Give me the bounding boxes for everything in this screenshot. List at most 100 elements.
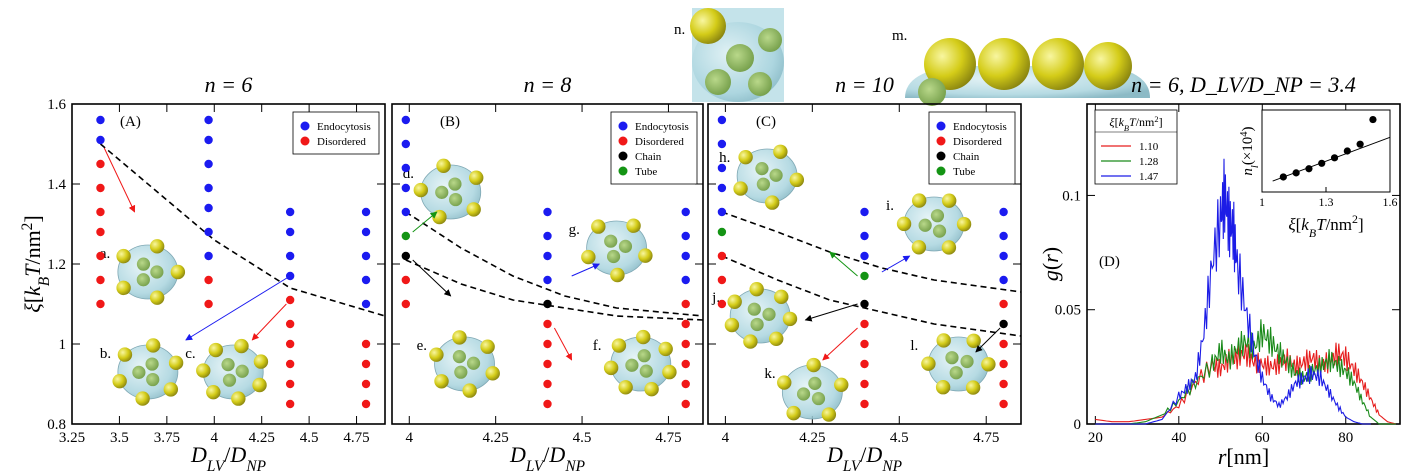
snapshot-label: h. [719, 150, 730, 166]
snapshot-arrow [881, 255, 911, 273]
snapshot-label: g. [569, 222, 580, 238]
nanoparticle-icon [610, 267, 625, 283]
data-point-endocytosis [361, 207, 371, 217]
phase-boundary [405, 211, 704, 317]
snapshot-arrow [185, 275, 291, 341]
nanoparticle-icon [469, 170, 484, 185]
data-point-endocytosis [204, 115, 213, 125]
data-point-endocytosis [543, 275, 552, 285]
inner-nanoparticle [221, 358, 235, 372]
series-line-1.47 [1095, 158, 1371, 425]
phase-boundary [99, 143, 386, 317]
data-point-endocytosis [543, 207, 552, 217]
snapshot-arrow [822, 327, 858, 361]
vesicle-snapshot: e. [417, 330, 500, 398]
legend-marker [936, 121, 946, 131]
inner-nanoparticle [625, 358, 639, 372]
data-point-chain [860, 299, 869, 309]
vesicle-snapshot: c. [185, 338, 269, 406]
chart-panel-1: n = 6 (A) 0.8 1 1.2 1.4 1.6 3.25 3.5 3.75 4 4.25 4.5… [19, 72, 386, 475]
data-point-disordered [96, 275, 105, 285]
inset-x-tick-label: 1.3 [1319, 195, 1334, 209]
snapshot-label: d. [403, 166, 414, 182]
snapshot-arrow [829, 251, 858, 277]
data-point-disordered [681, 339, 690, 349]
x-tick-label: 4.5 [573, 430, 592, 446]
nanoparticle-icon [163, 382, 179, 397]
y-tick-label: 0.8 [47, 417, 66, 433]
data-point-disordered [681, 359, 690, 369]
inset-y-axis-label: nl(×104) [1239, 126, 1261, 175]
data-point-endocytosis [717, 207, 727, 217]
inset-data-point [1369, 115, 1377, 124]
snapshot-arrow [251, 303, 287, 341]
inner-nanoparticle [639, 364, 653, 378]
data-point-disordered [361, 399, 371, 409]
data-point-disordered [96, 227, 105, 237]
panel-label: (B) [440, 114, 460, 130]
legend-label: Tube [635, 166, 657, 178]
phase-boundary [721, 211, 1022, 293]
data-point-disordered [96, 183, 105, 193]
nanoparticle-icon [936, 333, 951, 348]
data-point-disordered [96, 159, 105, 169]
inset-x-tick-label: 1.6 [1383, 195, 1398, 209]
legend-label: Endocytosis [635, 121, 689, 133]
y-axis-label: ξ[kBT/nm2] [19, 215, 53, 312]
data-point-endocytosis [717, 139, 727, 149]
nanoparticle-icon [965, 380, 981, 395]
inner-nanoparticle [618, 239, 633, 253]
legend-marker [936, 166, 946, 176]
nanoparticle-icon [618, 380, 633, 395]
legend-label: Chain [635, 151, 662, 163]
inset-data-point [1292, 169, 1300, 177]
data-point-disordered [999, 299, 1008, 309]
vesicle-snapshot: i. [886, 193, 972, 255]
nanoparticle-icon [786, 405, 801, 421]
nanoparticle-icon [208, 342, 224, 358]
data-point-chain [543, 299, 552, 309]
x-tick-label: 4.5 [300, 430, 319, 446]
nanoparticle-icon [821, 407, 837, 422]
data-point-endocytosis [717, 183, 727, 193]
nanoparticle-icon [436, 158, 451, 173]
nanoparticle-icon [462, 383, 477, 398]
inner-nanoparticle [136, 273, 150, 287]
data-point-endocytosis [860, 231, 869, 241]
nanoparticle-icon [112, 373, 127, 389]
data-point-disordered [204, 275, 213, 285]
snapshot-arrow [412, 211, 438, 233]
data-point-endocytosis [401, 163, 411, 173]
nanoparticle-icon [591, 219, 606, 234]
inner-nanoparticle [930, 209, 945, 223]
inner-nanoparticle [604, 234, 618, 248]
nanoparticle-icon [149, 239, 165, 254]
x-tick-label: 3.75 [154, 430, 180, 446]
inner-nanoparticle [449, 192, 463, 207]
data-point-disordered [285, 295, 295, 305]
legend-box [1094, 109, 1178, 185]
x-tick-label: 4 [211, 430, 219, 446]
nanoparticle-icon [149, 290, 165, 305]
legend-box [292, 111, 380, 155]
phase-boundary [405, 259, 704, 321]
chart-panel-3: n = 10 (C) 4 4.25 4.5 4.75 DLV/DNP h. i. j. k. l. En… [707, 72, 1022, 475]
data-point-disordered [285, 339, 295, 349]
data-point-disordered [717, 275, 727, 285]
nanoparticle-icon [765, 195, 780, 210]
legend-label: Tube [953, 166, 975, 178]
panel-label: (A) [120, 114, 141, 130]
data-point-disordered [204, 299, 213, 309]
data-point-disordered [401, 275, 411, 285]
legend-marker [618, 151, 628, 161]
data-point-disordered [681, 379, 690, 389]
data-point-disordered [999, 379, 1008, 389]
legend-label: Chain [953, 151, 980, 163]
x-tick-label: 60 [1255, 430, 1270, 446]
x-tick-label: 3.25 [59, 430, 85, 446]
nanoparticle-icon [935, 380, 951, 395]
nanoparticle-icon [912, 193, 927, 208]
x-tick-label: 4.5 [890, 430, 909, 446]
legend-label: Disordered [317, 136, 366, 148]
snapshot-arrow [975, 327, 1001, 353]
